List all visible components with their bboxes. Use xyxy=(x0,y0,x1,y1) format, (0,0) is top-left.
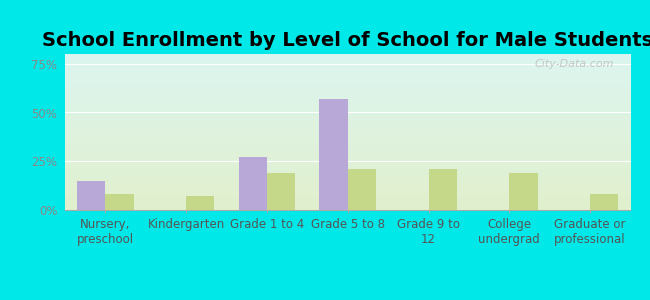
Bar xyxy=(590,194,618,210)
Bar xyxy=(428,169,457,210)
Text: City-Data.com: City-Data.com xyxy=(534,59,614,69)
Bar xyxy=(77,181,105,210)
Bar xyxy=(105,194,134,210)
Bar xyxy=(267,173,295,210)
Bar xyxy=(348,169,376,210)
Bar xyxy=(239,157,267,210)
Bar xyxy=(510,173,538,210)
Bar xyxy=(186,196,214,210)
Bar xyxy=(320,99,348,210)
Title: School Enrollment by Level of School for Male Students: School Enrollment by Level of School for… xyxy=(42,31,650,50)
